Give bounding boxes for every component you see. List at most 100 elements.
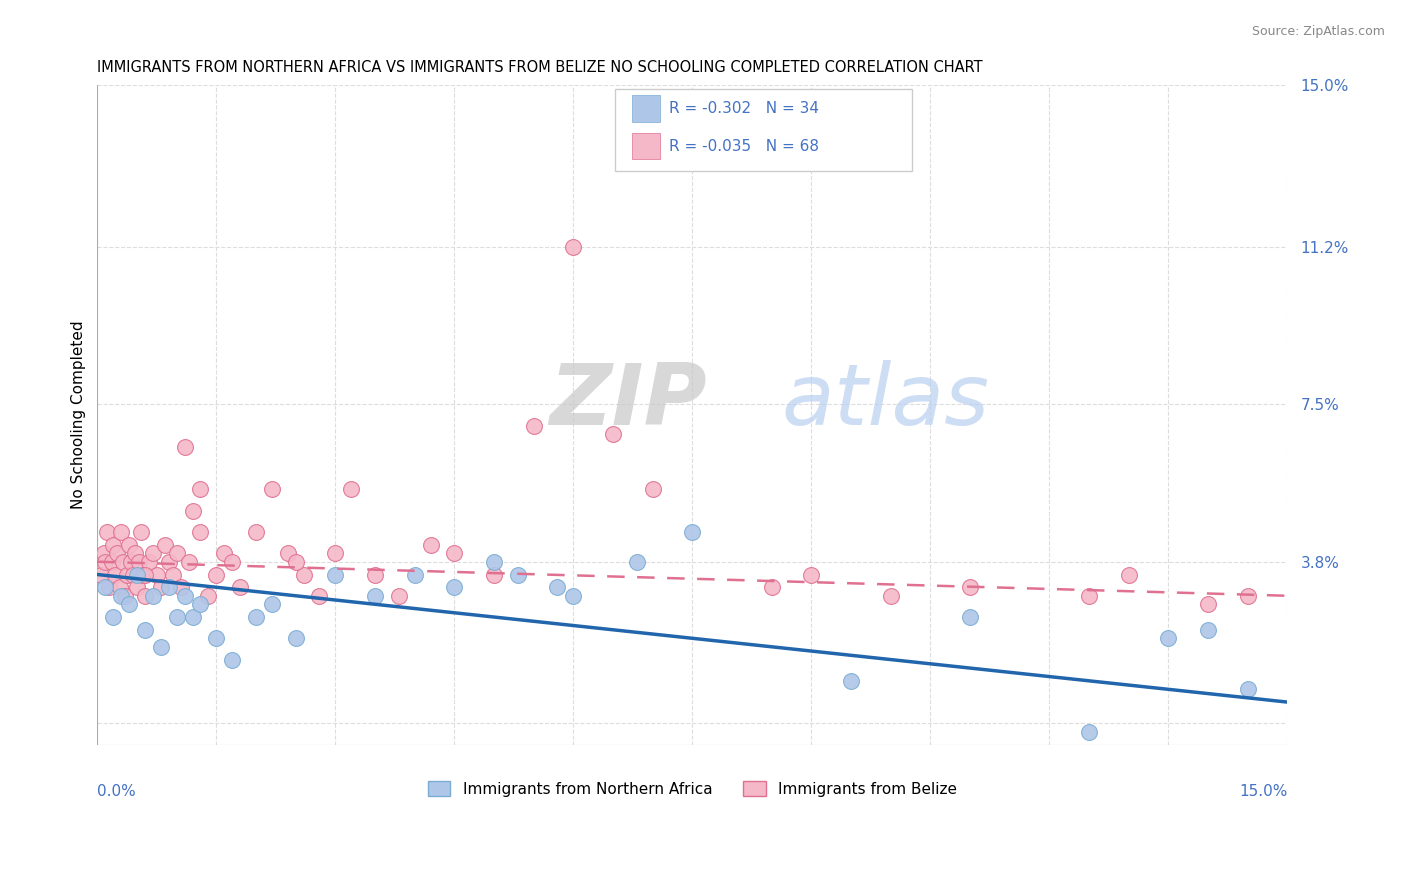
Point bbox=[162, 567, 184, 582]
Point bbox=[308, 589, 330, 603]
Point bbox=[959, 610, 981, 624]
Point bbox=[364, 567, 387, 582]
Point bbox=[98, 580, 121, 594]
Point bbox=[1157, 632, 1180, 646]
Point bbox=[260, 597, 283, 611]
Point bbox=[959, 580, 981, 594]
Text: 15.0%: 15.0% bbox=[1239, 784, 1288, 799]
Point bbox=[90, 567, 112, 582]
Point bbox=[205, 632, 228, 646]
Point bbox=[149, 580, 172, 594]
Point bbox=[122, 567, 145, 582]
Point bbox=[419, 538, 441, 552]
Point bbox=[96, 524, 118, 539]
Point bbox=[117, 567, 139, 582]
Point bbox=[1236, 682, 1258, 697]
Point bbox=[124, 546, 146, 560]
Point bbox=[523, 418, 546, 433]
Point bbox=[105, 546, 128, 560]
Point bbox=[443, 546, 465, 560]
Point bbox=[205, 567, 228, 582]
Point bbox=[108, 580, 131, 594]
Point bbox=[104, 567, 127, 582]
Point bbox=[340, 483, 363, 497]
Point bbox=[142, 589, 165, 603]
Point bbox=[641, 483, 664, 497]
Point bbox=[229, 580, 252, 594]
Point bbox=[404, 567, 426, 582]
Point bbox=[1077, 724, 1099, 739]
Point bbox=[364, 589, 387, 603]
Point bbox=[626, 555, 648, 569]
Point bbox=[1197, 623, 1219, 637]
Point bbox=[93, 546, 115, 560]
Point bbox=[94, 580, 117, 594]
Point bbox=[157, 580, 180, 594]
Point bbox=[125, 567, 148, 582]
Point bbox=[1077, 589, 1099, 603]
Point bbox=[197, 589, 219, 603]
Point bbox=[114, 589, 136, 603]
Point bbox=[173, 440, 195, 454]
Point bbox=[482, 567, 505, 582]
Point bbox=[166, 610, 188, 624]
Point bbox=[214, 546, 236, 560]
Point bbox=[546, 580, 568, 594]
Point bbox=[134, 589, 156, 603]
Point bbox=[181, 504, 204, 518]
Point bbox=[323, 567, 347, 582]
Point bbox=[166, 546, 188, 560]
Point bbox=[1197, 597, 1219, 611]
Point bbox=[245, 610, 267, 624]
Point bbox=[443, 580, 465, 594]
Y-axis label: No Schooling Completed: No Schooling Completed bbox=[72, 321, 86, 509]
Point bbox=[103, 610, 125, 624]
Point bbox=[221, 555, 243, 569]
Point bbox=[190, 597, 212, 611]
Point bbox=[482, 555, 505, 569]
Point bbox=[120, 555, 142, 569]
Text: atlas: atlas bbox=[782, 360, 990, 443]
FancyBboxPatch shape bbox=[614, 89, 912, 171]
Point bbox=[190, 483, 212, 497]
Point bbox=[110, 524, 132, 539]
Point bbox=[879, 589, 901, 603]
Point bbox=[323, 546, 347, 560]
Point bbox=[800, 567, 823, 582]
Point bbox=[284, 555, 307, 569]
Point bbox=[602, 427, 624, 442]
Point bbox=[132, 567, 155, 582]
Point bbox=[388, 589, 411, 603]
Point bbox=[173, 589, 195, 603]
Text: IMMIGRANTS FROM NORTHERN AFRICA VS IMMIGRANTS FROM BELIZE NO SCHOOLING COMPLETED: IMMIGRANTS FROM NORTHERN AFRICA VS IMMIG… bbox=[97, 60, 983, 75]
Point bbox=[1236, 589, 1258, 603]
Point bbox=[681, 524, 703, 539]
Text: Source: ZipAtlas.com: Source: ZipAtlas.com bbox=[1251, 25, 1385, 38]
Point bbox=[134, 623, 156, 637]
Point bbox=[157, 555, 180, 569]
Point bbox=[221, 652, 243, 666]
Point bbox=[149, 640, 172, 654]
Point bbox=[94, 555, 117, 569]
Point bbox=[284, 632, 307, 646]
Point bbox=[292, 567, 315, 582]
Point bbox=[562, 240, 585, 254]
Point bbox=[177, 555, 200, 569]
Point bbox=[118, 597, 141, 611]
Point bbox=[118, 538, 141, 552]
Point bbox=[100, 555, 122, 569]
Point bbox=[134, 567, 156, 582]
Text: R = -0.302   N = 34: R = -0.302 N = 34 bbox=[668, 101, 818, 116]
Point bbox=[562, 589, 585, 603]
Point bbox=[103, 538, 125, 552]
Point bbox=[111, 555, 134, 569]
Point bbox=[125, 580, 148, 594]
Point bbox=[1118, 567, 1140, 582]
Point bbox=[142, 546, 165, 560]
Point bbox=[169, 580, 191, 594]
Point bbox=[506, 567, 529, 582]
Point bbox=[260, 483, 283, 497]
Point bbox=[138, 555, 160, 569]
Point bbox=[181, 610, 204, 624]
Point bbox=[245, 524, 267, 539]
